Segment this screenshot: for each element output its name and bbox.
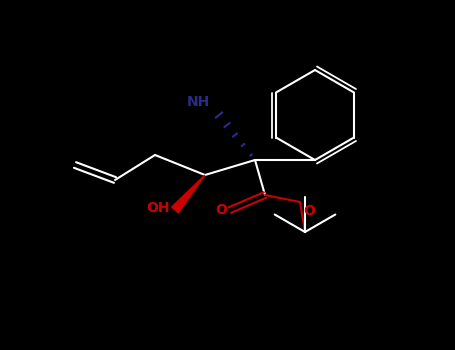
Text: NH: NH: [187, 95, 210, 109]
Text: O: O: [303, 204, 315, 218]
Polygon shape: [172, 175, 205, 213]
Text: O: O: [215, 203, 227, 217]
Text: OH: OH: [147, 201, 170, 215]
